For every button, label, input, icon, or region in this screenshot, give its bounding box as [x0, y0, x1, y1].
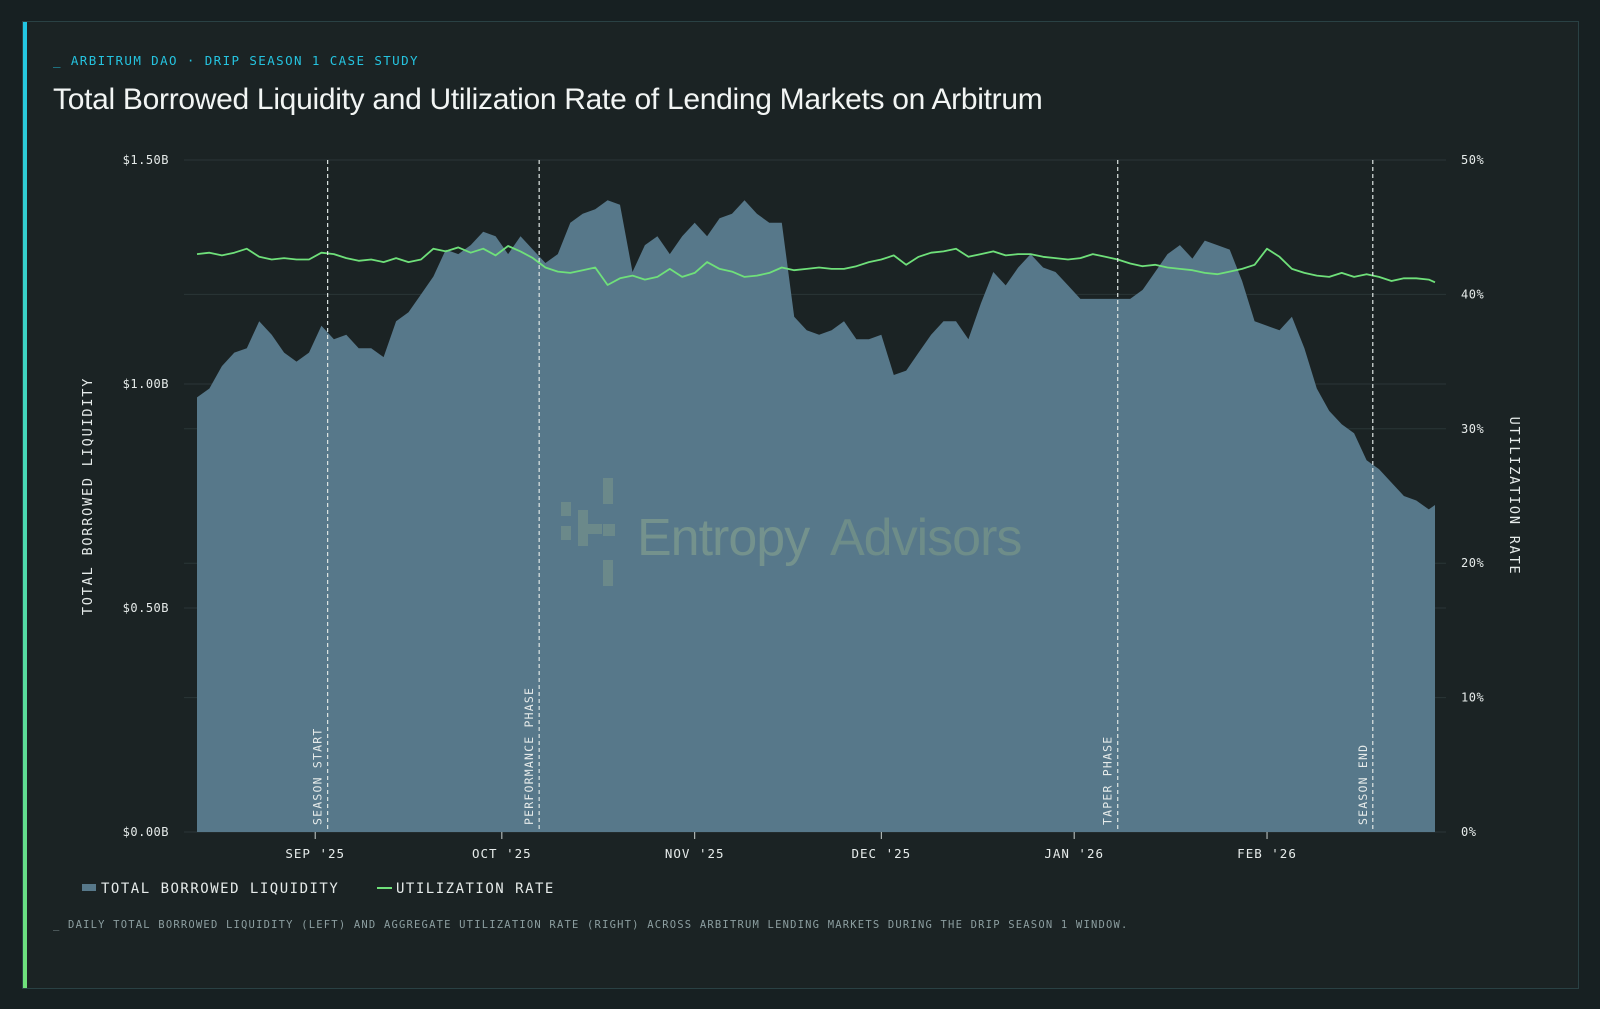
entropy-logo-icon [561, 478, 615, 586]
series-line-utilization-rate [196, 245, 1436, 286]
x-tick-label: NOV '25 [665, 846, 725, 861]
y-right-tick-label: 30% [1461, 422, 1484, 436]
y-right-tick-label: 20% [1461, 556, 1484, 570]
legend-label-borrowed-liquidity: TOTAL BORROWED LIQUIDITY [101, 881, 339, 897]
x-tick-label: OCT '25 [472, 846, 532, 861]
x-tick-label: JAN '26 [1044, 846, 1104, 861]
watermark-text-entropy: Entropy [637, 509, 810, 567]
annotation-label: SEASON START [311, 728, 325, 825]
y-left-tick-label: $0.50B [123, 601, 169, 615]
logo-bar [588, 524, 602, 534]
chart-caption: _ DAILY TOTAL BORROWED LIQUIDITY (LEFT) … [53, 919, 1129, 931]
annotation-label: SEASON END [1356, 744, 1370, 825]
logo-bar [603, 478, 613, 504]
chart-title: Total Borrowed Liquidity and Utilization… [53, 83, 1043, 116]
accent-bar [23, 22, 27, 988]
x-tick-label: SEP '25 [285, 846, 345, 861]
y-left-tick-label: $0.00B [123, 825, 169, 839]
x-tick-label: DEC '25 [851, 846, 911, 861]
x-tick-label: FEB '26 [1237, 846, 1297, 861]
watermark-text-advisors: Advisors [830, 509, 1021, 567]
series-area-borrowed-liquidity [197, 200, 1435, 833]
logo-bar [561, 526, 571, 540]
logo-bar [561, 502, 571, 516]
logo-bar [603, 524, 615, 536]
y-right-tick-label: 40% [1461, 287, 1484, 301]
legend-label-utilization-rate: UTILIZATION RATE [396, 881, 555, 897]
logo-bar [578, 510, 588, 546]
annotation-label: PERFORMANCE PHASE [522, 687, 536, 825]
y-left-tick-label: $1.50B [123, 153, 169, 167]
kicker: _ ARBITRUM DAO · DRIP SEASON 1 CASE STUD… [53, 53, 419, 68]
y-left-axis-title: TOTAL BORROWED LIQUIDITY [80, 377, 96, 615]
y-right-tick-label: 10% [1461, 691, 1484, 705]
y-right-tick-label: 0% [1461, 825, 1477, 839]
logo-bar [603, 560, 613, 586]
legend-swatch-area [82, 884, 96, 891]
y-left-tick-label: $1.00B [123, 377, 169, 391]
y-right-axis-title: UTILIZATION RATE [1506, 417, 1522, 576]
y-right-tick-label: 50% [1461, 153, 1484, 167]
annotation-label: TAPER PHASE [1101, 736, 1115, 825]
watermark-logo: Entropy Advisors [561, 478, 1022, 586]
